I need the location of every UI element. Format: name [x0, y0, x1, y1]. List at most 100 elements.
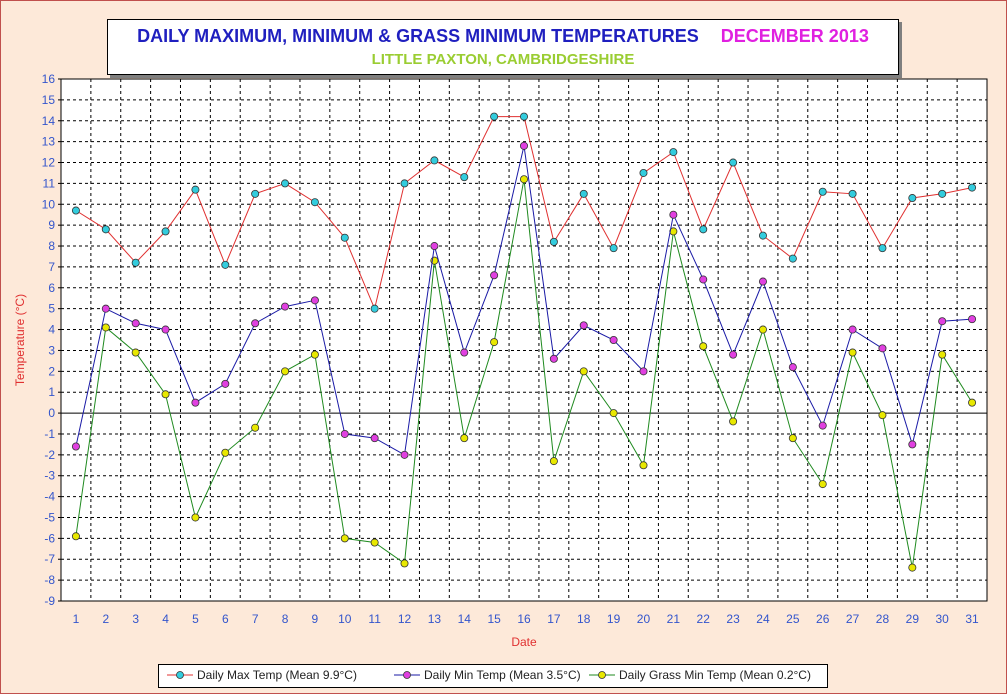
- y-tick-label: -2: [44, 448, 55, 462]
- x-tick-label: 17: [547, 612, 561, 626]
- data-point-grass-min: [520, 175, 529, 184]
- data-point-max: [71, 206, 80, 215]
- data-point-grass-min: [71, 532, 80, 541]
- y-tick-label: 15: [42, 93, 56, 107]
- data-point-max: [669, 148, 678, 157]
- y-tick-label: 3: [48, 343, 55, 357]
- data-point-min: [788, 363, 797, 372]
- data-point-max: [938, 189, 947, 198]
- x-tick-label: 25: [786, 612, 800, 626]
- y-tick-label: 7: [48, 260, 55, 274]
- legend: Daily Max Temp (Mean 9.9°C) Daily Min Te…: [158, 664, 828, 688]
- data-point-min: [460, 348, 469, 357]
- data-point-max: [908, 194, 917, 203]
- y-tick-label: -1: [44, 427, 55, 441]
- x-tick-label: 8: [282, 612, 289, 626]
- data-point-max: [221, 260, 230, 269]
- x-tick-label: 7: [252, 612, 259, 626]
- x-tick-label: 28: [876, 612, 890, 626]
- y-ticks: -9-8-7-6-5-4-3-2-10123456789101112131415…: [42, 72, 61, 608]
- data-point-grass-min: [340, 534, 349, 543]
- data-point-grass-min: [251, 423, 260, 432]
- data-point-max: [101, 225, 110, 234]
- title-box: DAILY MAXIMUM, MINIMUM & GRASS MINIMUM T…: [107, 19, 899, 75]
- data-point-grass-min: [221, 448, 230, 457]
- data-point-grass-min: [878, 411, 887, 420]
- data-point-min: [699, 275, 708, 284]
- data-point-grass-min: [490, 338, 499, 347]
- x-tick-label: 2: [102, 612, 109, 626]
- data-point-min: [848, 325, 857, 334]
- series-grass-min: [71, 175, 977, 572]
- legend-item-min: Daily Min Temp (Mean 3.5°C): [394, 668, 581, 682]
- data-point-grass-min: [848, 348, 857, 357]
- legend-label-grass-min: Daily Grass Min Temp (Mean 0.2°C): [619, 668, 811, 682]
- legend-item-grass-min: Daily Grass Min Temp (Mean 0.2°C): [589, 668, 811, 682]
- x-tick-label: 26: [816, 612, 830, 626]
- y-tick-label: -7: [44, 552, 55, 566]
- legend-label-min: Daily Min Temp (Mean 3.5°C): [424, 668, 581, 682]
- x-tick-label: 19: [607, 612, 621, 626]
- data-point-min: [758, 277, 767, 286]
- data-point-grass-min: [699, 342, 708, 351]
- series-max: [71, 112, 977, 313]
- data-point-min: [609, 335, 618, 344]
- data-point-min: [281, 302, 290, 311]
- data-point-min: [340, 429, 349, 438]
- data-point-grass-min: [191, 513, 200, 522]
- data-point-grass-min: [908, 563, 917, 572]
- data-point-max: [699, 225, 708, 234]
- data-point-max: [549, 237, 558, 246]
- data-point-grass-min: [579, 367, 588, 376]
- x-tick-label: 11: [368, 612, 381, 626]
- x-tick-label: 18: [577, 612, 591, 626]
- legend-swatch-max: [167, 671, 193, 679]
- legend-marker: [403, 671, 411, 679]
- data-point-min: [729, 350, 738, 359]
- y-tick-label: 5: [48, 302, 55, 316]
- data-point-max: [878, 244, 887, 253]
- y-tick-label: -6: [44, 531, 55, 545]
- data-point-max: [490, 112, 499, 121]
- x-ticks: 1 2 3 4 5 6 7 8 9 10 11 12 13 14 15 16 17 18 19 20 21 22 23 24 2…: [73, 612, 979, 626]
- data-point-min: [400, 450, 409, 459]
- y-tick-label: 11: [43, 176, 56, 190]
- chart-subtitle: LITTLE PAXTON, CAMBRIDGESHIRE: [371, 51, 635, 68]
- series: [71, 112, 977, 572]
- x-tick-label: 21: [667, 612, 681, 626]
- data-point-min: [549, 354, 558, 363]
- data-point-min: [191, 398, 200, 407]
- x-tick-label: 15: [487, 612, 501, 626]
- data-point-grass-min: [281, 367, 290, 376]
- data-point-grass-min: [729, 417, 738, 426]
- x-tick-label: 29: [906, 612, 920, 626]
- data-point-grass-min: [549, 457, 558, 466]
- data-point-min: [520, 141, 529, 150]
- data-point-max: [788, 254, 797, 263]
- data-point-max: [818, 187, 827, 196]
- legend-marker: [176, 671, 184, 679]
- y-tick-label: -4: [44, 490, 55, 504]
- x-tick-label: 24: [756, 612, 770, 626]
- data-point-min: [131, 319, 140, 328]
- data-point-min: [490, 271, 499, 280]
- y-tick-label: -5: [44, 510, 55, 524]
- data-point-max: [161, 227, 170, 236]
- x-tick-label: 4: [162, 612, 169, 626]
- data-point-max: [340, 233, 349, 242]
- data-point-min: [938, 317, 947, 326]
- data-point-max: [251, 189, 260, 198]
- data-point-grass-min: [131, 348, 140, 357]
- data-point-min: [310, 296, 319, 305]
- data-point-grass-min: [938, 350, 947, 359]
- data-point-max: [848, 189, 857, 198]
- data-point-min: [968, 315, 977, 324]
- data-point-max: [370, 304, 379, 313]
- legend-swatch-grass-min: [589, 671, 615, 679]
- data-point-grass-min: [609, 409, 618, 418]
- data-point-grass-min: [101, 323, 110, 332]
- data-point-grass-min: [758, 325, 767, 334]
- y-tick-label: 1: [48, 385, 55, 399]
- y-tick-label: -3: [44, 469, 55, 483]
